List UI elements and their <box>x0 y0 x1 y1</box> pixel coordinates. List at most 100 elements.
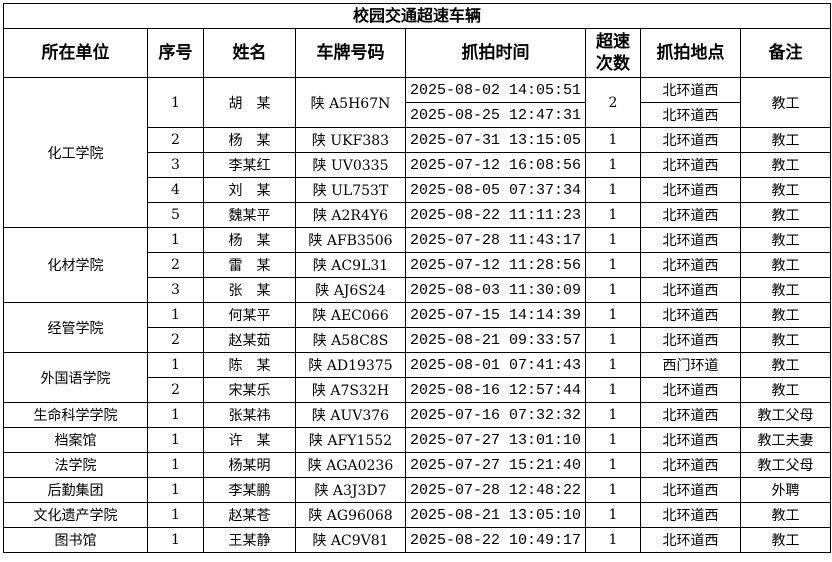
note-cell: 教工父母 <box>739 452 832 478</box>
name-cell: 陈 某 <box>203 352 296 378</box>
unit-cell: 法学院 <box>3 452 148 478</box>
serial-cell: 3 <box>147 152 204 178</box>
name-cell: 杨 某 <box>203 127 296 153</box>
table-row: 法学院 1 杨某明陕 AGA0236 2025-07-27 15:21:40 1 北环道西… <box>3 452 832 478</box>
capture-place-cell: 北环道西 <box>640 377 741 403</box>
plate-cell: 陕 AUV376 <box>295 402 406 428</box>
table-row: 生命科学学院 1 张某祎陕 AUV376 2025-07-16 07:32:32 1 北环… <box>3 402 832 428</box>
unit-cell: 文化遗产学院 <box>3 502 148 528</box>
capture-place-cell: 北环道西 <box>640 252 741 278</box>
capture-place-cell: 北环道西 <box>640 127 741 153</box>
table-row: 5 魏某平陕 A2R4Y6 2025-08-22 11:11:23 1 北环道西 教工 <box>4 202 832 228</box>
capture-time-cell: 2025-07-28 11:43:17 <box>405 227 586 253</box>
note-cell: 教工 <box>739 527 832 553</box>
unit-cell: 化工学院 <box>3 77 148 228</box>
unit-cell: 外国语学院 <box>3 352 148 403</box>
serial-cell: 4 <box>147 177 204 203</box>
header-note: 备注 <box>739 28 832 78</box>
count-cell: 1 <box>585 352 641 378</box>
speeding-vehicles-table: 校园交通超速车辆 所在单位 序号 姓名 车牌号码 抓拍时间 超速 次数 抓拍地点 备注 化工学… <box>2 3 832 553</box>
capture-time-cell: 2025-08-21 09:33:57 <box>405 327 586 353</box>
table-row: 文化遗产学院 1 赵某苍陕 AG96068 2025-08-21 13:05:10 1 北… <box>3 502 832 528</box>
header-count: 超速 次数 <box>585 28 641 78</box>
serial-cell: 1 <box>147 302 204 328</box>
count-cell: 1 <box>585 402 641 428</box>
serial-cell: 1 <box>147 452 204 478</box>
capture-time-cell: 2025-08-03 11:30:09 <box>405 277 586 303</box>
note-cell: 教工 <box>739 177 832 203</box>
name-cell: 王某静 <box>203 527 296 553</box>
plate-cell: 陕 AC9V81 <box>295 527 406 553</box>
count-cell: 1 <box>585 502 641 528</box>
table-row: 外国语学院 1 陈 某陕 AD19375 2025-08-01 07:41:43 1 西门… <box>3 352 832 403</box>
unit-cell: 图书馆 <box>3 527 148 553</box>
plate-cell: 陕 AGA0236 <box>295 452 406 478</box>
serial-cell: 1 <box>147 77 204 128</box>
table-row: 化工学院 1 胡 某陕 A5H67N 2025-08-02 14:05:51 2 北环道西… <box>3 77 832 228</box>
header-plate: 车牌号码 <box>295 28 406 78</box>
capture-place-cell: 北环道西 <box>640 402 741 428</box>
plate-cell: 陕 A58C8S <box>295 327 406 353</box>
count-cell: 1 <box>585 377 641 403</box>
plate-cell: 陕 AD19375 <box>295 352 406 378</box>
note-cell: 教工 <box>739 302 832 328</box>
name-cell: 许 某 <box>203 427 296 453</box>
count-cell: 2 <box>585 77 641 128</box>
header-unit: 所在单位 <box>3 28 148 78</box>
capture-time-cell: 2025-08-05 07:37:34 <box>405 177 586 203</box>
unit-cell: 经管学院 <box>3 302 148 353</box>
name-cell: 胡 某 <box>203 77 296 128</box>
note-cell: 教工 <box>739 202 832 228</box>
table-row: 后勤集团 1 李某鹏陕 A3J3D7 2025-07-28 12:48:22 1 北环道西… <box>3 477 832 503</box>
count-cell: 1 <box>585 452 641 478</box>
header-place: 抓拍地点 <box>640 28 741 78</box>
note-cell: 外聘 <box>739 477 832 503</box>
plate-cell: 陕 AJ6S24 <box>295 277 406 303</box>
table-row: 经管学院 1 何某平陕 AEC066 2025-07-15 14:14:39 1 北环道西… <box>3 302 832 353</box>
count-cell: 1 <box>585 477 641 503</box>
note-cell: 教工 <box>739 502 832 528</box>
capture-place-cell: 西门环道 <box>640 352 741 378</box>
note-cell: 教工 <box>739 252 832 278</box>
table-title: 校园交通超速车辆 <box>2 3 832 29</box>
name-cell: 雷 某 <box>203 252 296 278</box>
plate-cell: 陕 A2R4Y6 <box>295 202 406 228</box>
capture-time-cell: 2025-08-22 11:11:23 <box>405 202 586 228</box>
table-row: 图书馆 1 王某静陕 AC9V81 2025-08-22 10:49:17 1 北环道西教… <box>3 527 832 553</box>
serial-cell: 1 <box>147 402 204 428</box>
table-row: 3 李某红陕 UV0335 2025-07-12 16:08:56 1 北环道西 教工 <box>4 152 832 178</box>
plate-cell: 陕 UV0335 <box>295 152 406 178</box>
name-cell: 赵某苍 <box>203 502 296 528</box>
name-cell: 赵某茹 <box>203 327 296 353</box>
serial-cell: 1 <box>147 527 204 553</box>
count-cell: 1 <box>585 527 641 553</box>
capture-place-cell: 北环道西 <box>640 327 741 353</box>
capture-time-cell: 2025-07-12 16:08:56 <box>405 152 586 178</box>
table-row: 档案馆 1 许 某陕 AFY1552 2025-07-27 13:01:10 1 北环道西… <box>3 427 832 453</box>
note-cell: 教工 <box>739 377 832 403</box>
serial-cell: 3 <box>147 277 204 303</box>
name-cell: 张某祎 <box>203 402 296 428</box>
capture-place-cell: 北环道西 <box>640 177 741 203</box>
name-cell: 魏某平 <box>203 202 296 228</box>
unit-cell: 化材学院 <box>3 227 148 303</box>
count-cell: 1 <box>585 127 641 153</box>
capture-place-cell: 北环道西 <box>640 302 741 328</box>
serial-cell: 2 <box>147 327 204 353</box>
plate-cell: 陕 AEC066 <box>295 302 406 328</box>
table-row: 2025-08-25 12:47:31 北环道西 <box>4 102 831 128</box>
plate-cell: 陕 A7S32H <box>295 377 406 403</box>
note-cell: 教工 <box>739 277 832 303</box>
note-cell: 教工 <box>739 77 832 128</box>
serial-cell: 5 <box>147 202 204 228</box>
count-cell: 1 <box>585 177 641 203</box>
capture-time-cell: 2025-08-21 13:05:10 <box>405 502 586 528</box>
plate-cell: 陕 UKF383 <box>295 127 406 153</box>
count-cell: 1 <box>585 327 641 353</box>
capture-place-cell: 北环道西 <box>640 477 741 503</box>
header-name: 姓名 <box>203 28 296 78</box>
note-cell: 教工父母 <box>739 402 832 428</box>
count-cell: 1 <box>585 202 641 228</box>
